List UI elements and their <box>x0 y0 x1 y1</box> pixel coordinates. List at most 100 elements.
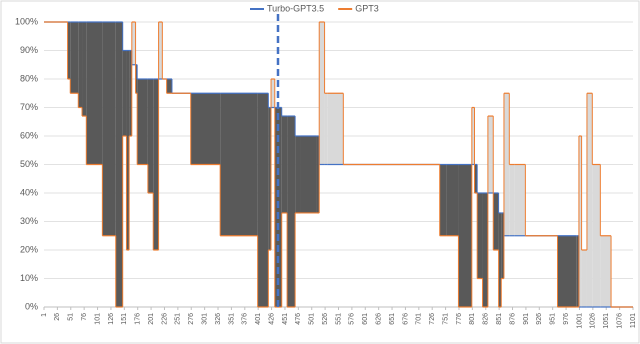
x-tick-label: 701 <box>416 313 423 325</box>
x-tick-label: 926 <box>536 313 543 325</box>
y-tick-label: 40% <box>20 187 38 197</box>
x-tick-label: 301 <box>201 313 208 325</box>
x-tick-label: 801 <box>469 313 476 325</box>
x-tick-label: 126 <box>108 313 115 325</box>
fill-below <box>509 164 515 236</box>
x-tick-label: 451 <box>282 313 289 325</box>
fill-above <box>281 116 288 213</box>
fill-above <box>482 193 488 307</box>
x-tick-label: 851 <box>496 313 503 325</box>
fill-above <box>257 93 269 307</box>
x-tick-label: 601 <box>362 313 369 325</box>
x-tick-label: 776 <box>456 313 463 325</box>
y-tick-label: 100% <box>15 16 38 26</box>
fill-above <box>126 50 130 250</box>
y-tick-label: 70% <box>20 102 38 112</box>
fill-above <box>446 164 459 236</box>
fill-above <box>474 164 478 193</box>
legend-label: Turbo-GPT3.5 <box>267 3 324 13</box>
fill-above <box>137 79 148 165</box>
fill-above <box>166 79 172 94</box>
x-tick-label: 101 <box>94 313 101 325</box>
fill-above <box>287 116 296 307</box>
fill-above <box>190 93 221 165</box>
fill-below <box>600 235 612 307</box>
fill-above <box>82 22 87 117</box>
x-tick-label: 751 <box>442 313 449 325</box>
legend-label: GPT3 <box>355 3 379 13</box>
fill-above <box>316 136 320 213</box>
fill-above <box>115 22 123 307</box>
fill-above <box>67 22 71 79</box>
y-tick-label: 50% <box>20 159 38 169</box>
fill-above <box>78 22 83 108</box>
fill-below <box>131 22 136 65</box>
fill-below <box>581 250 587 307</box>
x-tick-label: 326 <box>215 313 222 325</box>
x-tick-label: 501 <box>309 313 316 325</box>
fill-above <box>295 136 301 213</box>
fill-above <box>147 79 154 193</box>
x-tick-label: 676 <box>402 313 409 325</box>
y-tick-label: 30% <box>20 216 38 226</box>
y-tick-label: 0% <box>25 301 38 311</box>
fill-below <box>592 164 601 307</box>
x-tick-label: 976 <box>563 313 570 325</box>
x-tick-label: 476 <box>295 313 302 325</box>
x-tick-label: 351 <box>228 313 235 325</box>
x-tick-label: 876 <box>509 313 516 325</box>
x-tick-label: 626 <box>376 313 383 325</box>
x-tick-label: 1001 <box>576 313 583 329</box>
fill-above <box>501 212 504 279</box>
x-tick-label: 1051 <box>603 313 610 329</box>
fill-below <box>327 93 344 165</box>
x-tick-label: 576 <box>349 313 356 325</box>
y-tick-label: 80% <box>20 73 38 83</box>
fill-above <box>458 164 472 307</box>
x-tick-label: 651 <box>389 313 396 325</box>
fill-below <box>514 164 526 236</box>
fill-above <box>129 50 132 136</box>
fill-above <box>220 93 258 236</box>
x-tick-label: 1 <box>41 313 48 317</box>
x-tick-label: 726 <box>429 313 436 325</box>
fill-below <box>503 93 510 236</box>
y-tick-label: 60% <box>20 130 38 140</box>
fill-below <box>271 79 275 108</box>
x-tick-label: 176 <box>135 313 142 325</box>
y-tick-label: 20% <box>20 244 38 254</box>
x-tick-label: 1101 <box>630 313 637 328</box>
fill-above <box>70 22 79 94</box>
fill-above <box>498 212 502 307</box>
fill-above <box>493 193 499 250</box>
x-tick-label: 276 <box>188 313 195 325</box>
fill-above <box>135 64 138 94</box>
x-tick-label: 76 <box>81 313 88 321</box>
x-tick-label: 51 <box>68 313 75 321</box>
fill-below <box>471 107 475 165</box>
x-tick-label: 951 <box>550 313 557 325</box>
y-tick-label: 90% <box>20 45 38 55</box>
x-tick-label: 526 <box>322 313 329 325</box>
x-tick-label: 1026 <box>590 313 597 329</box>
x-tick-label: 901 <box>523 313 530 325</box>
x-tick-label: 826 <box>483 313 490 325</box>
fill-below <box>586 93 593 307</box>
x-tick-label: 551 <box>335 313 342 325</box>
x-tick-label: 26 <box>54 313 61 321</box>
fill-above <box>268 107 272 250</box>
x-tick-label: 251 <box>175 313 182 325</box>
fill-below <box>324 93 328 165</box>
x-tick-label: 226 <box>161 313 168 325</box>
y-tick-label: 10% <box>20 273 38 283</box>
fill-below <box>487 116 494 193</box>
fill-above <box>86 22 103 165</box>
fill-below <box>158 22 163 79</box>
fill-below <box>319 22 325 165</box>
fill-above <box>122 50 127 136</box>
fill-below <box>578 136 582 307</box>
x-tick-label: 151 <box>121 313 128 325</box>
x-tick-label: 426 <box>268 313 275 325</box>
x-tick-label: 1076 <box>616 313 623 329</box>
